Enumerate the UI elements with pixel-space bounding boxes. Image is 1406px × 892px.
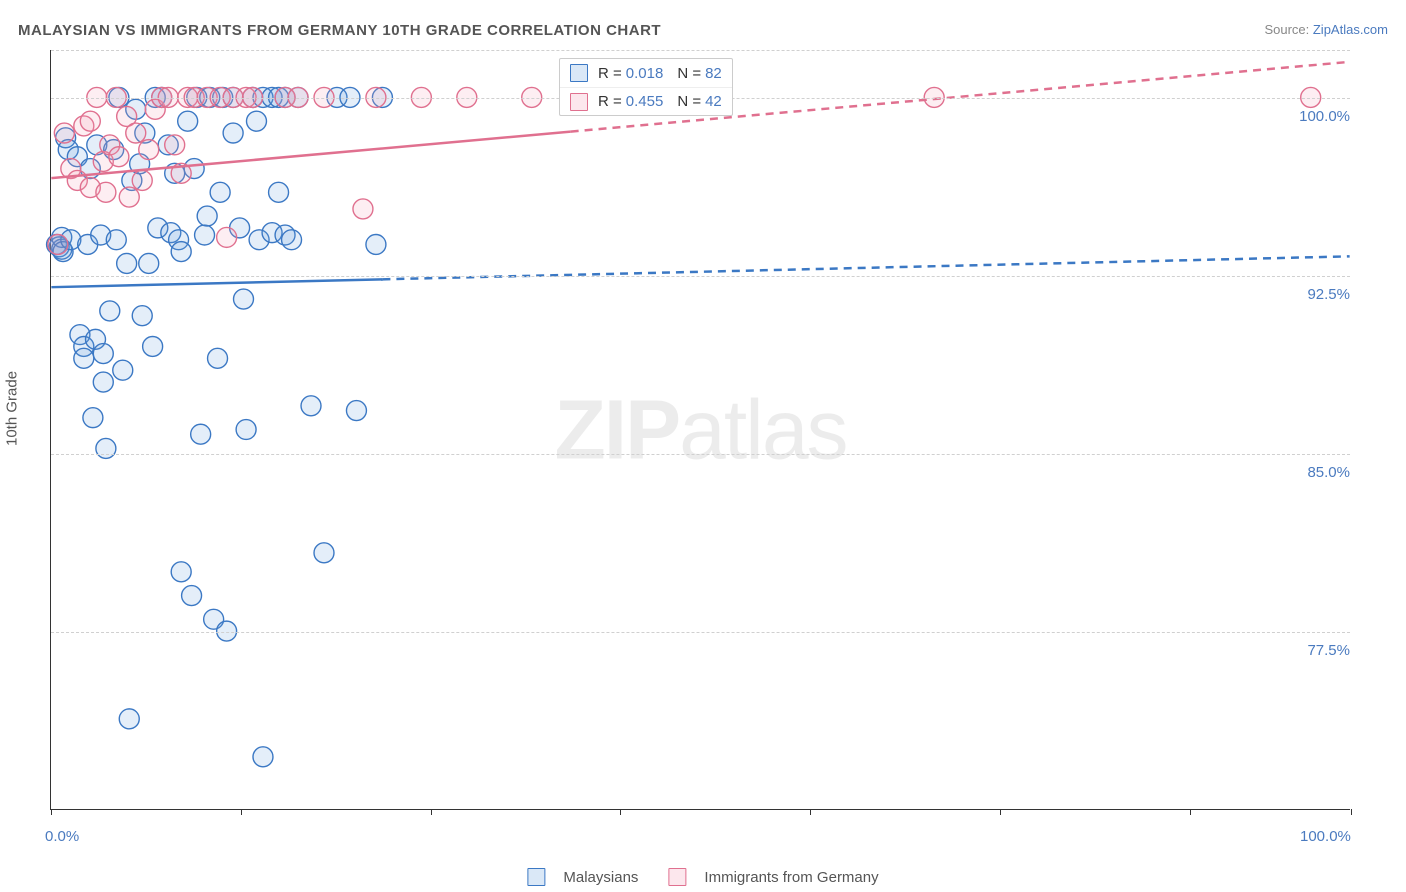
- data-point: [96, 182, 116, 202]
- r-value-germany: 0.455: [626, 93, 664, 110]
- source-attribution: Source: ZipAtlas.com: [1264, 22, 1388, 37]
- data-point: [301, 396, 321, 416]
- legend-item-malaysians[interactable]: Malaysians: [527, 868, 638, 886]
- data-point: [126, 123, 146, 143]
- data-point: [253, 747, 273, 767]
- data-point: [100, 301, 120, 321]
- data-point: [234, 289, 254, 309]
- n-value-malaysians: 82: [705, 65, 722, 82]
- gridline: [51, 632, 1350, 633]
- gridline: [51, 50, 1350, 51]
- data-point: [109, 147, 129, 167]
- chart-container: MALAYSIAN VS IMMIGRANTS FROM GERMANY 10T…: [0, 0, 1406, 892]
- data-point: [165, 135, 185, 155]
- data-point: [210, 182, 230, 202]
- data-point: [217, 227, 237, 247]
- data-point: [346, 401, 366, 421]
- swatch-germany-icon: [570, 93, 588, 111]
- r-label: R =: [598, 93, 622, 110]
- data-point: [113, 360, 133, 380]
- data-point: [83, 408, 103, 428]
- data-point: [366, 235, 386, 255]
- data-point: [74, 348, 94, 368]
- data-point: [314, 543, 334, 563]
- data-point: [132, 306, 152, 326]
- data-point: [106, 230, 126, 250]
- data-point: [93, 372, 113, 392]
- data-point: [139, 140, 159, 160]
- r-value-malaysians: 0.018: [626, 65, 664, 82]
- chart-title: MALAYSIAN VS IMMIGRANTS FROM GERMANY 10T…: [18, 22, 661, 39]
- data-point: [119, 709, 139, 729]
- stats-legend: R = 0.018 N = 82 R = 0.455 N = 42: [559, 58, 733, 116]
- swatch-malaysians-icon: [570, 64, 588, 82]
- x-tick: [51, 809, 52, 815]
- data-point: [132, 170, 152, 190]
- gridline: [51, 454, 1350, 455]
- data-point: [117, 253, 137, 273]
- plot-svg: [51, 50, 1350, 809]
- n-label: N =: [677, 65, 701, 82]
- x-tick: [1000, 809, 1001, 815]
- data-point: [269, 182, 289, 202]
- data-point: [171, 562, 191, 582]
- legend-label: Immigrants from Germany: [704, 869, 878, 886]
- data-point: [195, 225, 215, 245]
- x-tick: [1351, 809, 1352, 815]
- bottom-legend: Malaysians Immigrants from Germany: [527, 868, 878, 886]
- source-link[interactable]: ZipAtlas.com: [1313, 22, 1388, 37]
- data-point: [178, 111, 198, 131]
- data-point: [171, 242, 191, 262]
- data-point: [246, 111, 266, 131]
- source-prefix: Source:: [1264, 22, 1312, 37]
- data-point: [48, 235, 68, 255]
- legend-item-germany[interactable]: Immigrants from Germany: [668, 868, 878, 886]
- data-point: [208, 348, 228, 368]
- gridline: [51, 276, 1350, 277]
- stats-row-malaysians: R = 0.018 N = 82: [560, 59, 732, 87]
- swatch-malaysians-icon: [527, 868, 545, 886]
- y-tick-label: 100.0%: [1288, 108, 1350, 125]
- x-tick: [1190, 809, 1191, 815]
- data-point: [191, 424, 211, 444]
- data-point: [236, 420, 256, 440]
- swatch-germany-icon: [668, 868, 686, 886]
- data-point: [197, 206, 217, 226]
- x-tick-label: 0.0%: [45, 828, 79, 845]
- data-point: [93, 344, 113, 364]
- x-tick: [241, 809, 242, 815]
- stats-row-germany: R = 0.455 N = 42: [560, 87, 732, 115]
- n-label: N =: [677, 93, 701, 110]
- data-point: [223, 123, 243, 143]
- data-point: [282, 230, 302, 250]
- x-tick: [431, 809, 432, 815]
- y-tick-label: 92.5%: [1288, 286, 1350, 303]
- data-point: [143, 336, 163, 356]
- trend-line-solid: [51, 279, 382, 287]
- data-point: [80, 111, 100, 131]
- r-label: R =: [598, 65, 622, 82]
- n-value-germany: 42: [705, 93, 722, 110]
- x-tick-label: 100.0%: [1300, 828, 1351, 845]
- data-point: [119, 187, 139, 207]
- data-point: [139, 253, 159, 273]
- data-point: [96, 438, 116, 458]
- y-axis-label: 10th Grade: [4, 371, 21, 446]
- y-tick-label: 85.0%: [1288, 464, 1350, 481]
- data-point: [353, 199, 373, 219]
- plot-area: ZIPatlas R = 0.018 N = 82 R = 0.455 N = …: [50, 50, 1350, 810]
- y-tick-label: 77.5%: [1288, 642, 1350, 659]
- data-point: [54, 123, 74, 143]
- x-tick: [620, 809, 621, 815]
- legend-label: Malaysians: [563, 869, 638, 886]
- data-point: [182, 586, 202, 606]
- x-tick: [810, 809, 811, 815]
